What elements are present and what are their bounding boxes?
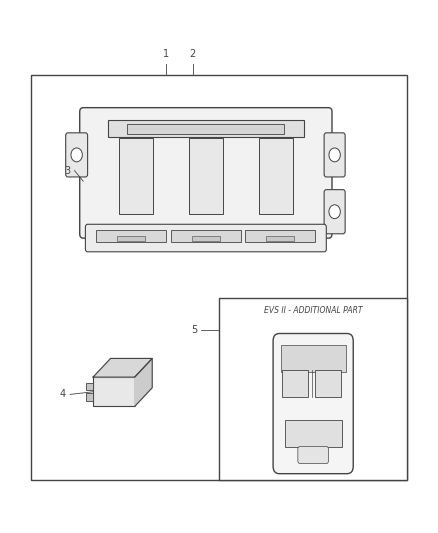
Bar	[171, 230, 241, 243]
Bar	[266, 236, 294, 241]
FancyBboxPatch shape	[66, 133, 88, 177]
Circle shape	[329, 148, 340, 162]
Text: 4: 4	[60, 390, 66, 399]
FancyBboxPatch shape	[80, 108, 332, 238]
Bar	[280, 345, 346, 372]
Bar	[86, 383, 93, 390]
Polygon shape	[135, 358, 152, 406]
Text: 1: 1	[163, 49, 170, 59]
Circle shape	[71, 148, 82, 162]
Bar	[282, 370, 308, 397]
Bar	[117, 236, 145, 241]
Bar	[315, 370, 341, 397]
Text: EVS II - ADDITIONAL PART: EVS II - ADDITIONAL PART	[264, 306, 362, 316]
Bar	[119, 138, 153, 214]
Text: 5: 5	[191, 326, 197, 335]
Polygon shape	[93, 358, 152, 377]
Bar	[219, 298, 407, 480]
Bar	[108, 120, 304, 137]
Bar	[96, 230, 166, 243]
FancyBboxPatch shape	[298, 447, 328, 464]
Bar	[127, 124, 284, 134]
FancyBboxPatch shape	[324, 190, 345, 234]
Bar	[93, 377, 135, 406]
Bar	[258, 138, 293, 214]
Text: 2: 2	[190, 49, 196, 59]
Text: 3: 3	[64, 166, 70, 175]
Circle shape	[329, 205, 340, 219]
FancyBboxPatch shape	[85, 224, 326, 252]
Bar	[86, 393, 93, 401]
Bar	[245, 230, 315, 243]
FancyBboxPatch shape	[324, 133, 345, 177]
FancyBboxPatch shape	[273, 334, 353, 474]
Bar	[285, 420, 342, 447]
Bar	[31, 75, 407, 480]
Bar	[189, 138, 223, 214]
Bar	[192, 236, 220, 241]
